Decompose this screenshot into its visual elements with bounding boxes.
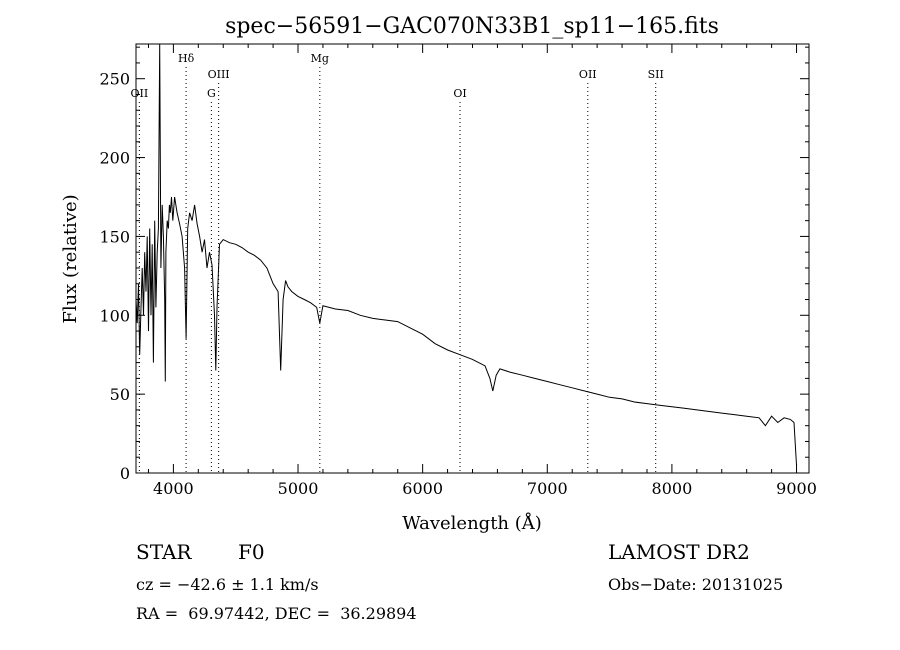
y-tick-label: 0 xyxy=(120,464,130,483)
line-marker-label: Hδ xyxy=(178,52,195,65)
x-axis-label: Wavelength (Å) xyxy=(402,512,542,534)
survey-name: LAMOST DR2 xyxy=(608,540,750,564)
sky-coordinates: RA = 69.97442, DEC = 36.29894 xyxy=(136,604,417,623)
y-tick-label: 200 xyxy=(99,149,130,168)
y-tick-label: 150 xyxy=(99,227,130,246)
observation-date: Obs−Date: 20131025 xyxy=(608,575,784,594)
x-tick-label: 4000 xyxy=(153,479,194,498)
x-tick-label: 6000 xyxy=(402,479,443,498)
line-marker-label: SII xyxy=(648,68,664,81)
radial-velocity: cz = −42.6 ± 1.1 km/s xyxy=(136,575,319,594)
chart-title: spec−56591−GAC070N33B1_sp11−165.fits xyxy=(225,14,719,39)
x-tick-label: 5000 xyxy=(278,479,319,498)
x-tick-label: 7000 xyxy=(527,479,568,498)
x-tick-label: 8000 xyxy=(652,479,693,498)
line-marker-label: G xyxy=(207,87,216,100)
object-class: STAR xyxy=(136,540,192,564)
line-marker-label: OII xyxy=(579,68,597,81)
line-marker-label: OII xyxy=(131,87,149,100)
plot-frame xyxy=(135,43,810,474)
object-subclass: F0 xyxy=(238,540,265,564)
line-marker-label: Mg xyxy=(311,52,329,65)
spectrum-series-line xyxy=(135,43,797,466)
axis-ticks: 4000 5000 6000 7000 8000 9000 0 50 100 150 200 250 xyxy=(99,44,817,498)
emission-line-markers: OII Hδ G OIII Mg OI OII SII xyxy=(131,52,664,473)
line-marker-label: OIII xyxy=(208,68,230,81)
line-marker-label: OI xyxy=(453,87,466,100)
y-tick-label: 250 xyxy=(99,70,130,89)
y-tick-label: 50 xyxy=(110,385,130,404)
y-axis-label: Flux (relative) xyxy=(60,194,81,323)
x-tick-label: 9000 xyxy=(776,479,817,498)
y-tick-label: 100 xyxy=(99,306,130,325)
